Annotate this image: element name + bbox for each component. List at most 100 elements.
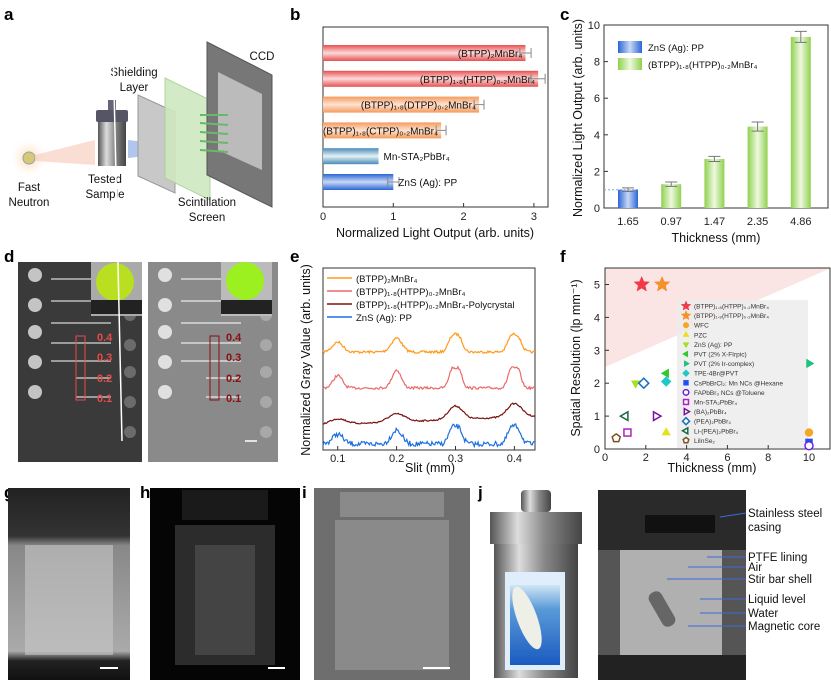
legend-label: TPE-4Br@PVT bbox=[694, 371, 738, 378]
test-dot bbox=[28, 355, 42, 369]
test-dot bbox=[260, 426, 272, 438]
x-tick-label: 2 bbox=[461, 211, 467, 223]
legend-label: PVT (2% X-FIrpic) bbox=[694, 352, 747, 359]
legend-marker bbox=[681, 350, 689, 358]
legend-label: ZnS (Ag): PP bbox=[356, 313, 412, 324]
light-arrows bbox=[199, 114, 229, 153]
data-point bbox=[633, 275, 650, 292]
legend-label: LiInSe₂ bbox=[694, 438, 715, 445]
annotation-label: Water bbox=[748, 608, 778, 620]
legend-marker bbox=[682, 330, 690, 337]
label-ccd: CCD bbox=[250, 51, 275, 63]
error-bar bbox=[435, 125, 447, 136]
bar bbox=[618, 189, 638, 208]
test-dot bbox=[158, 268, 172, 282]
annotation-label: Liquid level bbox=[748, 594, 806, 606]
legend-marker bbox=[682, 436, 690, 444]
x-tick-label: 0.3 bbox=[448, 453, 463, 465]
bar bbox=[323, 122, 442, 139]
legend-marker bbox=[683, 380, 689, 386]
data-point bbox=[804, 428, 814, 437]
test-dot bbox=[158, 355, 172, 369]
data-point bbox=[611, 432, 622, 443]
legend-marker bbox=[680, 426, 689, 436]
x-tick-label: 0 bbox=[320, 211, 326, 223]
legend-label: (BTPP)₁.₈(HTPP)₀.₂MnBr₄-Polycrystal bbox=[356, 300, 515, 311]
annotation-label: casing bbox=[748, 522, 781, 534]
x-axis-label: Thickness (mm) bbox=[672, 231, 761, 245]
test-dot bbox=[28, 385, 42, 399]
resolution-label: 0.2 bbox=[226, 373, 241, 385]
slit-line bbox=[51, 300, 111, 302]
data-point bbox=[660, 376, 672, 387]
legend-marker bbox=[682, 388, 690, 396]
resolution-label: 0.3 bbox=[97, 352, 112, 364]
bar bbox=[790, 36, 811, 208]
legend-label: (BTPP)₁.₈(HTPP)₀.₂MnBr₄ bbox=[694, 313, 769, 320]
legend-label: (BTPP)₁.₈(HTPP)₀.₂MnBr₄ bbox=[694, 304, 769, 311]
x-axis-label: Thickness (mm) bbox=[668, 461, 757, 475]
bar bbox=[323, 96, 480, 113]
bar bbox=[323, 70, 539, 87]
error-bar bbox=[387, 177, 400, 187]
annotation-pointer bbox=[719, 512, 747, 518]
data-point bbox=[637, 377, 650, 390]
x-axis-label: Normalized Light Output (arb. units) bbox=[336, 226, 534, 240]
panel-label-a: a bbox=[4, 5, 14, 24]
data-point bbox=[623, 428, 632, 437]
y-tick-label: 3 bbox=[594, 345, 600, 357]
panel-label-h: h bbox=[140, 483, 150, 502]
test-dot bbox=[260, 396, 272, 408]
panel-label-e: e bbox=[290, 247, 299, 266]
legend-label: (BTPP)₁.₈(HTPP)₀.₂MnBr₄ bbox=[356, 287, 466, 298]
panel-i-radiograph bbox=[314, 488, 470, 680]
test-dot bbox=[28, 325, 42, 339]
x-tick-label: 0.1 bbox=[330, 453, 345, 465]
bar bbox=[323, 174, 394, 190]
scintillator-disc-left bbox=[96, 263, 134, 301]
bar bbox=[323, 45, 526, 61]
legend-marker bbox=[682, 369, 690, 378]
resolution-label: 0.4 bbox=[97, 332, 113, 344]
resolution-label: 0.1 bbox=[226, 393, 241, 405]
bar-label: ZnS (Ag): PP bbox=[398, 178, 457, 189]
slit-line bbox=[181, 342, 241, 344]
y-tick-label: 0 bbox=[594, 444, 600, 456]
panel-label-j: j bbox=[477, 483, 483, 502]
label-tested-sample-2: Sample bbox=[86, 189, 125, 201]
panel-h-radiograph bbox=[150, 488, 300, 680]
slit-line bbox=[51, 360, 111, 362]
annotation-label: Air bbox=[748, 562, 762, 574]
test-dot bbox=[124, 396, 136, 408]
panel-a-diagram: Fast Neutron Tested Sample Shielding Lay… bbox=[9, 41, 275, 224]
panel-c-chart: Thickness (mm) Normalized Light Output (… bbox=[571, 19, 829, 245]
panel-g-radiograph bbox=[8, 488, 130, 680]
panel-j-radiograph bbox=[598, 490, 746, 680]
y-tick-label: 4 bbox=[594, 312, 600, 324]
series-line bbox=[322, 423, 536, 449]
slit-line bbox=[51, 342, 111, 344]
y-tick-label: 4 bbox=[594, 130, 600, 142]
roi-box-right bbox=[209, 335, 220, 401]
bar bbox=[323, 148, 379, 165]
y-axis-label: Normalized Gray Value (arb. units) bbox=[299, 264, 313, 456]
y-axis-label: Normalized Light Output (arb. units) bbox=[571, 19, 585, 217]
error-bar bbox=[622, 187, 634, 193]
test-dot bbox=[260, 339, 272, 351]
slit-line bbox=[76, 377, 111, 379]
data-point bbox=[652, 410, 663, 422]
bar-label: (BTPP)₁.₈(CTPP)₀.₂MnBr₄ bbox=[323, 126, 438, 137]
legend-label: (BA)₂PbBr₄ bbox=[694, 409, 727, 416]
test-dot bbox=[158, 298, 172, 312]
test-dot bbox=[28, 268, 42, 282]
x-tick-label: 2.35 bbox=[747, 216, 768, 228]
bar-label: (BTPP)₁.₈(DTPP)₀.₂MnBr₄ bbox=[361, 101, 476, 112]
y-tick-label: 6 bbox=[594, 93, 600, 105]
label-fast-neutron-2: Neutron bbox=[9, 197, 50, 209]
legend-marker bbox=[680, 309, 692, 321]
ccd-sensor bbox=[218, 72, 262, 170]
annotation-label: Stainless steel bbox=[748, 508, 822, 520]
error-bar bbox=[473, 99, 485, 110]
bar-label: (BTPP)₂MnBr₄ bbox=[458, 49, 523, 60]
data-point bbox=[653, 275, 671, 292]
